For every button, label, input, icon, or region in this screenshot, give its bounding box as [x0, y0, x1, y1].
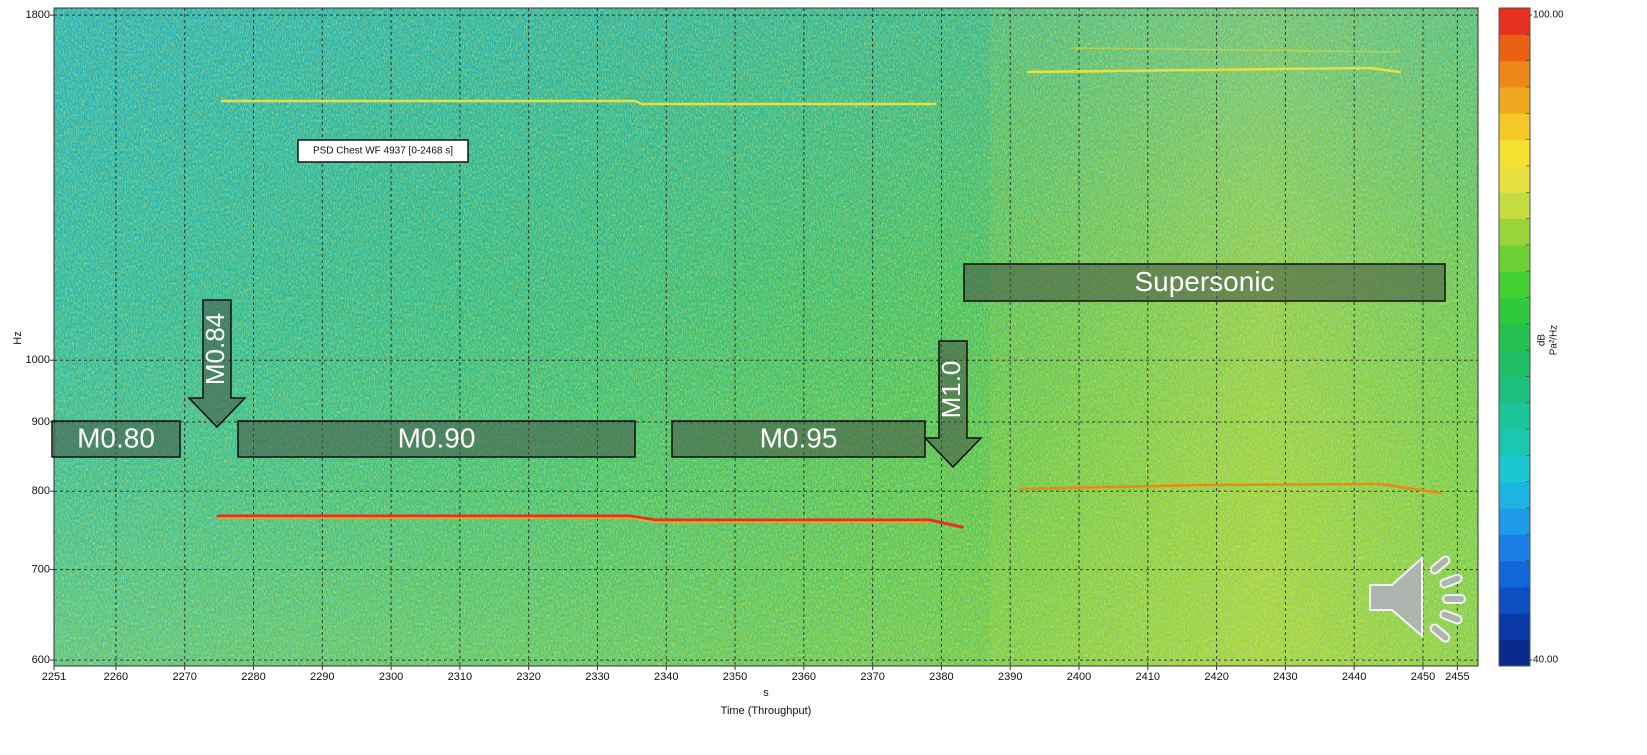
- x-tick-label: 2380: [929, 671, 953, 683]
- colorbar-segment: [1499, 455, 1530, 482]
- x-tick-label: 2310: [448, 671, 472, 683]
- y-axis-label: Hz: [12, 331, 24, 344]
- x-tick-label: 2330: [585, 671, 609, 683]
- colorbar-segment: [1499, 219, 1530, 246]
- colorbar-label: dB: [1537, 334, 1548, 347]
- legend-title: PSD Chest WF 4937 [0-2468 s]: [313, 146, 453, 157]
- x-tick-label: 2270: [172, 671, 196, 683]
- x-tick-label: 2455: [1445, 671, 1469, 683]
- x-tick-label: 2410: [1136, 671, 1160, 683]
- annotation-label: M1.0: [936, 361, 966, 419]
- colorbar-segment: [1499, 376, 1530, 403]
- colorbar-segment: [1499, 271, 1530, 298]
- x-tick-label: 2280: [241, 671, 265, 683]
- colorbar-segment: [1499, 534, 1530, 561]
- x-tick-label: 2251: [42, 671, 66, 683]
- chart: M0.80 M0.84 M0.90 M0.95 M1.0 Supersonic PSD C…: [0, 0, 1647, 755]
- colorbar-segment: [1499, 640, 1530, 667]
- colorbar-segment: [1499, 87, 1530, 114]
- x-tick-label: 2370: [860, 671, 884, 683]
- x-axis-unit: s: [763, 687, 769, 699]
- x-tick-label: 2260: [104, 671, 128, 683]
- x-tick-label: 2320: [516, 671, 540, 683]
- colorbar-segment: [1499, 192, 1530, 219]
- colorbar-tick-label: 100.00: [1533, 10, 1564, 21]
- x-tick-label: 2420: [1204, 671, 1228, 683]
- colorbar-segment: [1499, 61, 1530, 88]
- y-tick-label: 700: [32, 564, 50, 576]
- colorbar-segment: [1499, 350, 1530, 377]
- colorbar-unit: Pa²/Hz: [1549, 325, 1560, 356]
- annotation-label: M0.95: [760, 422, 838, 453]
- y-tick-label: 900: [32, 416, 50, 428]
- colorbar-segment: [1499, 8, 1530, 35]
- colorbar-segment: [1499, 561, 1530, 588]
- colorbar-tick-label: 40.00: [1533, 655, 1558, 666]
- x-axis-label: Time (Throughput): [721, 705, 812, 717]
- colorbar-segment: [1499, 245, 1530, 272]
- x-tick-label: 2300: [379, 671, 403, 683]
- colorbar-segment: [1499, 613, 1530, 640]
- colorbar-segment: [1499, 482, 1530, 509]
- x-tick-label: 2390: [998, 671, 1022, 683]
- legend: PSD Chest WF 4937 [0-2468 s]: [298, 140, 468, 162]
- y-tick-label: 600: [32, 654, 50, 666]
- colorbar-segment: [1499, 429, 1530, 456]
- x-tick-label: 2290: [310, 671, 334, 683]
- x-tick-label: 2360: [792, 671, 816, 683]
- colorbar-segment: [1499, 140, 1530, 167]
- colorbar-segment: [1499, 587, 1530, 614]
- colorbar-segment: [1499, 113, 1530, 140]
- colorbar-segment: [1499, 298, 1530, 325]
- y-tick-label: 800: [32, 485, 50, 497]
- colorbar-segment: [1499, 508, 1530, 535]
- x-tick-label: 2440: [1342, 671, 1366, 683]
- colorbar-segment: [1499, 403, 1530, 430]
- spectrogram-background: [54, 8, 1480, 666]
- colorbar-segment: [1499, 324, 1530, 351]
- annotation-label: M0.80: [77, 422, 155, 453]
- x-tick-label: 2340: [654, 671, 678, 683]
- colorbar-segment: [1499, 166, 1530, 193]
- x-tick-label: 2450: [1411, 671, 1435, 683]
- x-tick-label: 2350: [723, 671, 747, 683]
- annotation-label: Supersonic: [1134, 266, 1274, 297]
- y-tick-label: 1800: [26, 9, 50, 21]
- y-tick-label: 1000: [26, 354, 50, 366]
- annotation-label: M0.90: [398, 422, 476, 453]
- colorbar-segment: [1499, 34, 1530, 61]
- x-tick-label: 2400: [1067, 671, 1091, 683]
- annotation-label: M0.84: [200, 313, 230, 385]
- x-tick-label: 2430: [1273, 671, 1297, 683]
